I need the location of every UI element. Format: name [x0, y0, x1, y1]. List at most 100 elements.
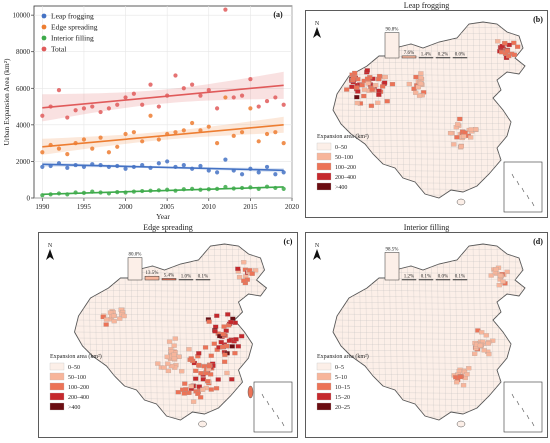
north-arrow-icon: [313, 27, 321, 38]
inset-frame: [503, 381, 543, 433]
county-line: [484, 244, 489, 420]
data-point: [148, 113, 153, 118]
county-cell: [110, 313, 117, 319]
county-line: [333, 331, 525, 335]
data-point: [98, 190, 103, 195]
county-cell: [229, 344, 235, 349]
data-point: [131, 189, 136, 194]
county-cell: [504, 269, 510, 275]
county-cell: [208, 353, 214, 358]
legend-swatch: [49, 372, 65, 381]
data-point: [206, 168, 211, 173]
data-point: [106, 150, 112, 155]
county-cell: [111, 319, 117, 324]
data-point: [223, 157, 228, 162]
data-point: [56, 161, 62, 166]
legend-swatch: [316, 382, 332, 391]
data-point: [81, 106, 87, 111]
data-point: [106, 106, 112, 111]
data-point: [123, 131, 128, 137]
inset-island: [531, 201, 535, 207]
county-line: [442, 244, 447, 420]
county-line: [406, 22, 411, 198]
x-tick-label: 2000: [119, 203, 134, 211]
data-point: [190, 82, 195, 87]
data-point: [181, 86, 186, 91]
data-point: [131, 91, 136, 96]
y-axis-label: Urban Expansion Area (km²): [2, 58, 11, 146]
county-cell: [188, 356, 194, 361]
county-cell: [457, 374, 463, 380]
inset-island: [521, 407, 525, 413]
county-cell: [483, 333, 489, 338]
data-point: [115, 163, 120, 169]
data-point: [264, 164, 270, 170]
map-svg-interior-filling: Interior filling (d) N 98.5% 1.2% 0.1% 0.0% 0.1…: [305, 223, 548, 438]
county-cell: [171, 352, 177, 357]
county-line: [430, 244, 435, 420]
share-bar: [195, 279, 211, 281]
county-cell: [451, 142, 457, 147]
legend-title: Expansion area (km²): [317, 133, 369, 140]
county-cell: [222, 352, 228, 357]
county-cell: [208, 387, 214, 392]
data-point: [173, 188, 178, 193]
county-line: [333, 91, 525, 95]
county-cell: [511, 40, 517, 46]
data-point: [239, 172, 245, 177]
county-cell: [364, 68, 370, 73]
share-bar: [127, 257, 143, 281]
data-point: [281, 141, 286, 146]
data-point: [73, 141, 78, 146]
county-line: [472, 22, 477, 198]
county-cell: [495, 39, 501, 44]
county-cell: [171, 355, 178, 361]
county-cell: [222, 359, 228, 364]
panel-a-scatter-chart: 1990 1995 2000 2005 2010 2015 2020 0 2000 4000 600…: [0, 0, 300, 221]
county-line: [478, 22, 483, 198]
county-line: [333, 121, 525, 125]
trend-line: [42, 84, 284, 109]
county-cell: [455, 122, 461, 127]
county-cell: [247, 268, 253, 273]
county-cell: [214, 313, 220, 318]
county-cell: [496, 283, 502, 288]
county-cell: [355, 89, 361, 94]
data-point: [148, 82, 153, 87]
county-cell: [202, 345, 209, 350]
data-point: [140, 139, 145, 144]
county-cell: [365, 81, 371, 86]
county-line: [333, 109, 525, 113]
county-cell: [103, 317, 110, 322]
share-bar: [144, 275, 160, 281]
county-line: [74, 313, 267, 317]
data-point: [165, 187, 170, 192]
legend-swatch: [316, 142, 332, 151]
county-cell: [220, 344, 226, 350]
island-hainan: [456, 198, 466, 206]
data-point: [239, 185, 245, 191]
share-label: 1.0%: [181, 275, 191, 280]
county-cell: [418, 75, 424, 80]
county-line: [442, 22, 447, 198]
share-label: 0.1%: [455, 275, 465, 280]
y-tick-label: 8000: [16, 48, 31, 56]
county-cell: [117, 316, 123, 321]
data-point: [173, 130, 178, 135]
data-point: [140, 188, 145, 194]
data-point: [223, 95, 228, 100]
panel-label: (d): [533, 237, 543, 246]
data-point: [106, 191, 112, 196]
share-label: 0.1%: [198, 275, 208, 280]
county-line: [154, 244, 158, 420]
county-cell: [176, 354, 182, 359]
legend-marker: [41, 24, 47, 30]
county-cell: [497, 273, 504, 278]
data-point: [56, 191, 62, 196]
county-cell: [382, 80, 388, 85]
county-cell: [486, 351, 492, 357]
county-line: [74, 295, 267, 299]
county-cell: [229, 377, 235, 382]
share-label: 0.0%: [438, 275, 448, 280]
county-line: [333, 325, 525, 329]
